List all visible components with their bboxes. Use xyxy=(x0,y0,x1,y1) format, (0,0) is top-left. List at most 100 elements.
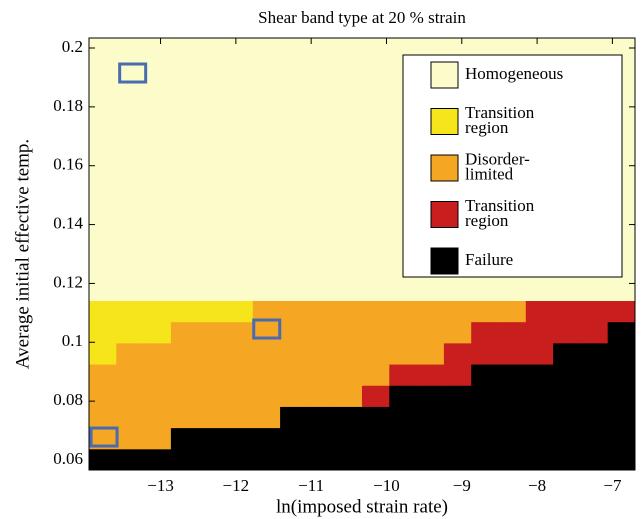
cell xyxy=(553,406,581,429)
cell xyxy=(143,342,172,365)
cell xyxy=(580,448,609,471)
cell xyxy=(553,342,581,365)
legend-label: limited xyxy=(465,164,514,183)
cell xyxy=(416,321,445,344)
cell xyxy=(307,342,336,365)
cell xyxy=(252,448,281,471)
cell xyxy=(252,321,281,344)
legend-label: region xyxy=(465,211,509,230)
cell xyxy=(416,342,445,365)
cell xyxy=(334,385,363,407)
cell xyxy=(362,448,390,471)
cell xyxy=(334,321,363,344)
cell xyxy=(198,385,226,407)
cell xyxy=(443,342,472,365)
cell xyxy=(307,427,336,450)
cell xyxy=(334,342,363,365)
cell xyxy=(498,406,527,429)
x-tick-label: −9 xyxy=(453,476,471,495)
cell xyxy=(553,300,581,323)
cell xyxy=(143,448,172,471)
cell xyxy=(307,364,336,386)
cell xyxy=(225,342,254,365)
cell xyxy=(225,406,254,429)
cell xyxy=(307,385,336,407)
cell xyxy=(607,448,636,471)
cell xyxy=(170,321,199,344)
cell xyxy=(334,300,363,323)
legend-swatch xyxy=(430,201,459,228)
legend-swatch xyxy=(430,247,459,275)
cell xyxy=(443,364,472,386)
cell xyxy=(389,448,418,471)
cell xyxy=(580,406,609,429)
cell xyxy=(607,321,636,344)
cell xyxy=(471,364,499,386)
cell xyxy=(498,385,527,407)
cell xyxy=(553,364,581,386)
cell xyxy=(471,342,499,365)
cell xyxy=(443,385,472,407)
cell xyxy=(225,321,254,344)
cell xyxy=(607,385,636,407)
cell xyxy=(116,364,145,386)
cell xyxy=(443,321,472,344)
cell xyxy=(89,406,117,429)
legend-label: Failure xyxy=(465,250,513,269)
x-axis-label: ln(imposed strain rate) xyxy=(276,496,448,517)
highlight-box xyxy=(252,318,282,340)
y-tick-label: 0.08 xyxy=(53,390,83,409)
cell xyxy=(280,342,308,365)
cell xyxy=(525,427,554,450)
plot-frame xyxy=(88,37,636,471)
cell xyxy=(416,448,445,471)
cell xyxy=(143,38,172,301)
cell xyxy=(252,300,281,323)
cell xyxy=(116,427,145,450)
cell xyxy=(225,427,254,450)
cell xyxy=(252,38,281,301)
cell xyxy=(525,385,554,407)
cell xyxy=(607,427,636,450)
legend-swatch xyxy=(430,108,459,135)
cell xyxy=(389,406,418,429)
cell xyxy=(252,342,281,365)
chart-title: Shear band type at 20 % strain xyxy=(258,8,466,27)
cell xyxy=(389,364,418,386)
cell xyxy=(498,427,527,450)
cell xyxy=(116,448,145,471)
cell xyxy=(525,448,554,471)
cell xyxy=(252,364,281,386)
cell xyxy=(170,300,199,323)
cell xyxy=(280,364,308,386)
cell xyxy=(362,38,390,301)
cell xyxy=(416,427,445,450)
cell xyxy=(525,364,554,386)
cell xyxy=(280,38,308,301)
highlight-box xyxy=(118,62,148,84)
cell xyxy=(170,364,199,386)
y-axis-label: Average initial effective temp. xyxy=(12,139,33,369)
cell xyxy=(471,321,499,344)
cell xyxy=(553,321,581,344)
cell xyxy=(334,448,363,471)
cell xyxy=(89,342,117,365)
cell xyxy=(116,300,145,323)
cell xyxy=(198,427,226,450)
x-tick-label: −7 xyxy=(603,476,622,495)
cell xyxy=(280,406,308,429)
legend-label: Disorder- xyxy=(465,149,530,168)
cell xyxy=(89,364,117,386)
legend-label: Transition xyxy=(465,196,535,215)
cell xyxy=(170,38,199,301)
cell xyxy=(580,342,609,365)
y-tick-label: 0.16 xyxy=(53,155,83,174)
cell xyxy=(143,364,172,386)
cell xyxy=(498,364,527,386)
cell xyxy=(198,364,226,386)
cell xyxy=(170,385,199,407)
cell xyxy=(525,300,554,323)
cell xyxy=(389,300,418,323)
cell xyxy=(607,406,636,429)
